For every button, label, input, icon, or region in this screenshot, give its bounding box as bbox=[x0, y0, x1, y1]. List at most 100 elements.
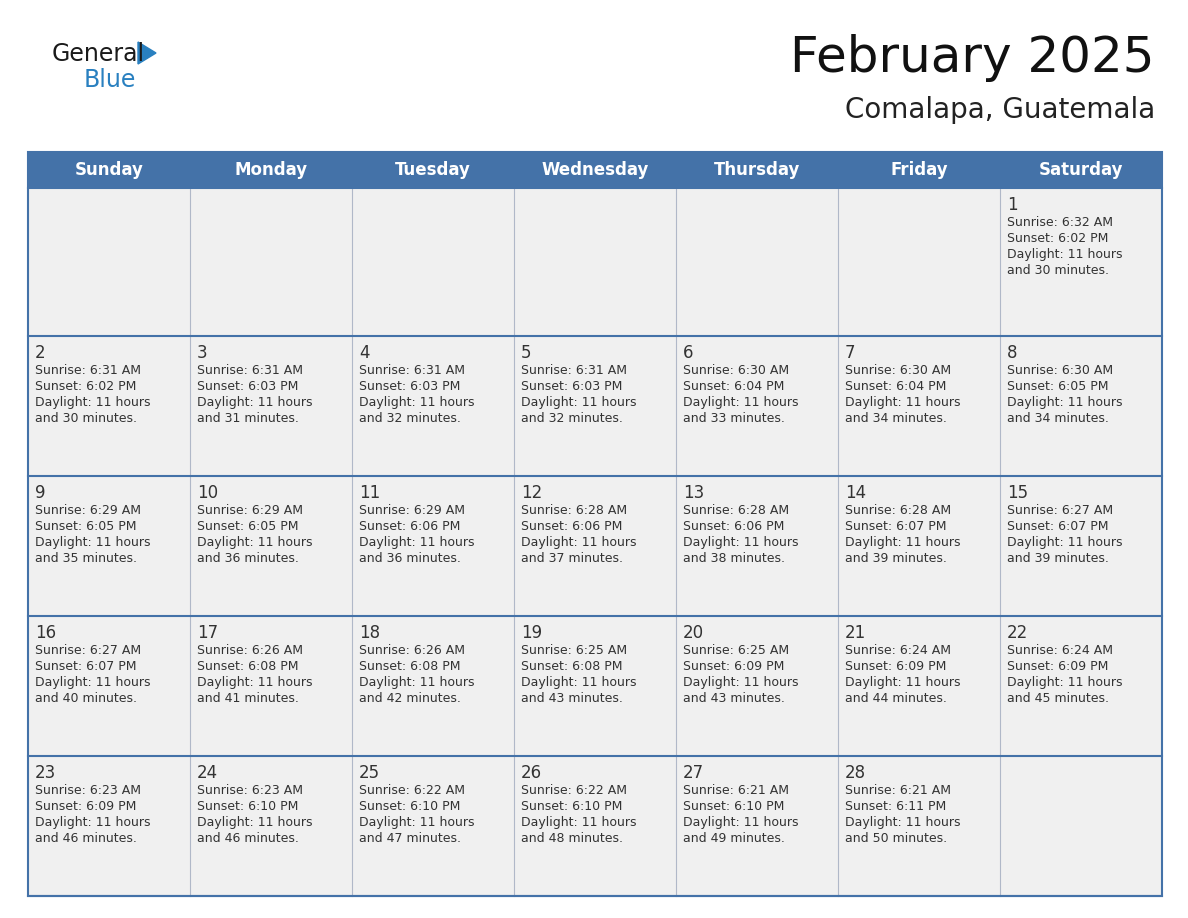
Bar bbox=[29, 152, 1162, 188]
Text: Sunrise: 6:21 AM: Sunrise: 6:21 AM bbox=[845, 784, 952, 797]
Text: Sunset: 6:07 PM: Sunset: 6:07 PM bbox=[34, 660, 137, 673]
Text: Wednesday: Wednesday bbox=[542, 161, 649, 179]
Text: Sunrise: 6:27 AM: Sunrise: 6:27 AM bbox=[34, 644, 141, 657]
Text: 23: 23 bbox=[34, 764, 56, 782]
Text: Sunrise: 6:30 AM: Sunrise: 6:30 AM bbox=[1007, 364, 1113, 377]
Text: and 36 minutes.: and 36 minutes. bbox=[359, 552, 461, 565]
Text: and 46 minutes.: and 46 minutes. bbox=[34, 832, 137, 845]
Text: 13: 13 bbox=[683, 484, 704, 502]
Text: Daylight: 11 hours: Daylight: 11 hours bbox=[1007, 536, 1123, 549]
Text: and 49 minutes.: and 49 minutes. bbox=[683, 832, 785, 845]
Text: Sunrise: 6:21 AM: Sunrise: 6:21 AM bbox=[683, 784, 789, 797]
Text: Sunrise: 6:24 AM: Sunrise: 6:24 AM bbox=[845, 644, 952, 657]
Text: 24: 24 bbox=[197, 764, 219, 782]
Text: Daylight: 11 hours: Daylight: 11 hours bbox=[359, 396, 474, 409]
Text: and 48 minutes.: and 48 minutes. bbox=[522, 832, 623, 845]
Text: and 33 minutes.: and 33 minutes. bbox=[683, 412, 785, 425]
Text: and 45 minutes.: and 45 minutes. bbox=[1007, 692, 1110, 705]
Text: Sunset: 6:02 PM: Sunset: 6:02 PM bbox=[34, 380, 137, 393]
Text: and 46 minutes.: and 46 minutes. bbox=[197, 832, 299, 845]
Text: Sunrise: 6:23 AM: Sunrise: 6:23 AM bbox=[197, 784, 303, 797]
Text: Sunset: 6:04 PM: Sunset: 6:04 PM bbox=[683, 380, 784, 393]
Text: and 32 minutes.: and 32 minutes. bbox=[359, 412, 461, 425]
Text: Daylight: 11 hours: Daylight: 11 hours bbox=[359, 676, 474, 689]
Text: Thursday: Thursday bbox=[714, 161, 801, 179]
Text: Sunset: 6:09 PM: Sunset: 6:09 PM bbox=[1007, 660, 1108, 673]
Text: Daylight: 11 hours: Daylight: 11 hours bbox=[34, 816, 151, 829]
Text: Daylight: 11 hours: Daylight: 11 hours bbox=[1007, 676, 1123, 689]
Bar bbox=[29, 336, 1162, 476]
Text: Sunrise: 6:31 AM: Sunrise: 6:31 AM bbox=[197, 364, 303, 377]
Text: 12: 12 bbox=[522, 484, 542, 502]
Text: 25: 25 bbox=[359, 764, 380, 782]
Text: and 39 minutes.: and 39 minutes. bbox=[1007, 552, 1108, 565]
Text: 5: 5 bbox=[522, 344, 531, 362]
Text: 4: 4 bbox=[359, 344, 369, 362]
Text: Sunrise: 6:24 AM: Sunrise: 6:24 AM bbox=[1007, 644, 1113, 657]
Text: Daylight: 11 hours: Daylight: 11 hours bbox=[522, 676, 637, 689]
Text: 15: 15 bbox=[1007, 484, 1028, 502]
Text: 1: 1 bbox=[1007, 196, 1018, 214]
Text: 7: 7 bbox=[845, 344, 855, 362]
Text: Tuesday: Tuesday bbox=[396, 161, 470, 179]
Text: Sunset: 6:08 PM: Sunset: 6:08 PM bbox=[359, 660, 461, 673]
Text: Daylight: 11 hours: Daylight: 11 hours bbox=[683, 396, 798, 409]
Text: and 34 minutes.: and 34 minutes. bbox=[845, 412, 947, 425]
Text: and 35 minutes.: and 35 minutes. bbox=[34, 552, 137, 565]
Text: Daylight: 11 hours: Daylight: 11 hours bbox=[683, 536, 798, 549]
Text: Sunset: 6:03 PM: Sunset: 6:03 PM bbox=[522, 380, 623, 393]
Text: Daylight: 11 hours: Daylight: 11 hours bbox=[1007, 248, 1123, 261]
Text: Sunrise: 6:23 AM: Sunrise: 6:23 AM bbox=[34, 784, 141, 797]
Text: Sunset: 6:06 PM: Sunset: 6:06 PM bbox=[522, 520, 623, 533]
Text: Sunrise: 6:32 AM: Sunrise: 6:32 AM bbox=[1007, 216, 1113, 229]
Text: 28: 28 bbox=[845, 764, 866, 782]
Text: and 50 minutes.: and 50 minutes. bbox=[845, 832, 947, 845]
Bar bbox=[29, 476, 1162, 616]
Text: Sunrise: 6:26 AM: Sunrise: 6:26 AM bbox=[197, 644, 303, 657]
Text: Sunrise: 6:31 AM: Sunrise: 6:31 AM bbox=[522, 364, 627, 377]
Text: Sunday: Sunday bbox=[75, 161, 144, 179]
Text: Saturday: Saturday bbox=[1038, 161, 1123, 179]
Text: and 30 minutes.: and 30 minutes. bbox=[34, 412, 137, 425]
Text: Daylight: 11 hours: Daylight: 11 hours bbox=[359, 816, 474, 829]
Text: Sunrise: 6:22 AM: Sunrise: 6:22 AM bbox=[522, 784, 627, 797]
Text: 22: 22 bbox=[1007, 624, 1029, 642]
Text: Sunrise: 6:28 AM: Sunrise: 6:28 AM bbox=[522, 504, 627, 517]
Text: Sunset: 6:04 PM: Sunset: 6:04 PM bbox=[845, 380, 947, 393]
Text: Sunset: 6:10 PM: Sunset: 6:10 PM bbox=[359, 800, 461, 813]
Text: Daylight: 11 hours: Daylight: 11 hours bbox=[845, 676, 961, 689]
Text: General: General bbox=[52, 42, 145, 66]
Text: and 43 minutes.: and 43 minutes. bbox=[522, 692, 623, 705]
Text: 26: 26 bbox=[522, 764, 542, 782]
Text: Daylight: 11 hours: Daylight: 11 hours bbox=[845, 536, 961, 549]
Text: Sunset: 6:08 PM: Sunset: 6:08 PM bbox=[522, 660, 623, 673]
Text: Sunset: 6:11 PM: Sunset: 6:11 PM bbox=[845, 800, 947, 813]
Text: Sunset: 6:07 PM: Sunset: 6:07 PM bbox=[1007, 520, 1108, 533]
Text: Sunrise: 6:25 AM: Sunrise: 6:25 AM bbox=[522, 644, 627, 657]
Text: and 36 minutes.: and 36 minutes. bbox=[197, 552, 299, 565]
Text: and 30 minutes.: and 30 minutes. bbox=[1007, 264, 1110, 277]
Text: Sunrise: 6:29 AM: Sunrise: 6:29 AM bbox=[359, 504, 465, 517]
Text: Daylight: 11 hours: Daylight: 11 hours bbox=[683, 816, 798, 829]
Text: and 39 minutes.: and 39 minutes. bbox=[845, 552, 947, 565]
Text: Comalapa, Guatemala: Comalapa, Guatemala bbox=[845, 96, 1155, 124]
Bar bbox=[29, 152, 1162, 896]
Text: Sunrise: 6:27 AM: Sunrise: 6:27 AM bbox=[1007, 504, 1113, 517]
Text: Sunset: 6:10 PM: Sunset: 6:10 PM bbox=[197, 800, 298, 813]
Text: Sunset: 6:10 PM: Sunset: 6:10 PM bbox=[683, 800, 784, 813]
Text: Daylight: 11 hours: Daylight: 11 hours bbox=[1007, 396, 1123, 409]
Text: and 47 minutes.: and 47 minutes. bbox=[359, 832, 461, 845]
Text: and 44 minutes.: and 44 minutes. bbox=[845, 692, 947, 705]
Text: Sunset: 6:03 PM: Sunset: 6:03 PM bbox=[359, 380, 461, 393]
Text: Sunrise: 6:29 AM: Sunrise: 6:29 AM bbox=[197, 504, 303, 517]
Text: Sunset: 6:05 PM: Sunset: 6:05 PM bbox=[1007, 380, 1108, 393]
Text: Sunset: 6:10 PM: Sunset: 6:10 PM bbox=[522, 800, 623, 813]
Text: Sunset: 6:02 PM: Sunset: 6:02 PM bbox=[1007, 232, 1108, 245]
Text: Sunset: 6:05 PM: Sunset: 6:05 PM bbox=[34, 520, 137, 533]
Text: 18: 18 bbox=[359, 624, 380, 642]
Text: 17: 17 bbox=[197, 624, 219, 642]
Text: and 32 minutes.: and 32 minutes. bbox=[522, 412, 623, 425]
Text: 2: 2 bbox=[34, 344, 45, 362]
Text: Daylight: 11 hours: Daylight: 11 hours bbox=[359, 536, 474, 549]
Text: Daylight: 11 hours: Daylight: 11 hours bbox=[522, 816, 637, 829]
